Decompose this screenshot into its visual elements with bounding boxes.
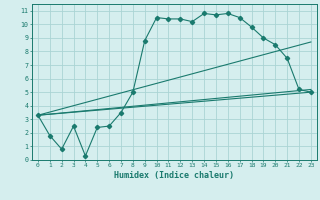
X-axis label: Humidex (Indice chaleur): Humidex (Indice chaleur) — [115, 171, 234, 180]
